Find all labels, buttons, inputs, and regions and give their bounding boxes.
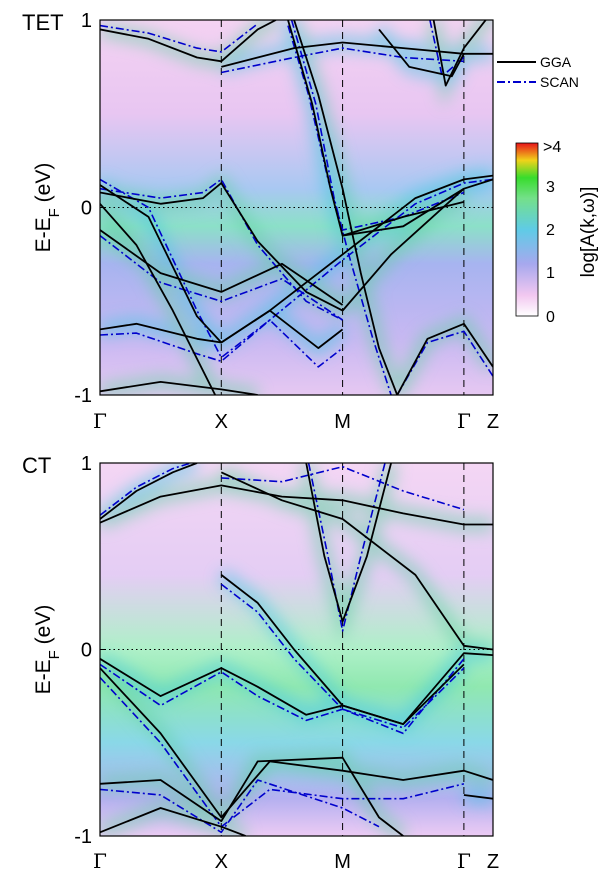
gga-band-line	[100, 381, 258, 395]
gga-band-line	[100, 807, 246, 836]
y-axis-label: E-EF (eV)	[32, 605, 63, 695]
scan-band-line	[290, 20, 392, 395]
kpoint-label: Γ	[93, 409, 107, 433]
y-tick-label: 1	[81, 453, 92, 475]
scan-band-line	[221, 465, 465, 511]
band-lines	[100, 20, 493, 395]
y-tick-label: 0	[81, 640, 92, 662]
scan-band-line	[100, 463, 192, 516]
gga-band-line	[342, 201, 465, 237]
scan-band-line	[100, 178, 343, 321]
kpoint-label: X	[215, 851, 228, 871]
kpoint-label: Γ	[93, 849, 107, 871]
scan-band-line	[221, 47, 464, 74]
y-tick-label: 0	[81, 198, 92, 220]
colorbar-title: log[A(k,ω)]	[578, 187, 599, 278]
scan-band-line	[100, 234, 344, 321]
colorbar-tick-4: >4	[543, 139, 561, 156]
colorbar-gradient	[515, 142, 539, 317]
kpoint-label: Γ	[457, 849, 471, 871]
gga-band-line	[221, 41, 493, 68]
gga-band-line	[341, 188, 465, 312]
scan-band-line	[100, 178, 493, 359]
legend: GGA SCAN	[497, 54, 579, 90]
gga-band-line	[100, 182, 344, 312]
gga-band-line	[100, 756, 404, 836]
gga-band-line	[293, 20, 399, 395]
colorbar-tick-0: 0	[546, 309, 555, 326]
gga-band-line	[100, 229, 344, 306]
gga-band-line	[305, 463, 392, 623]
colorbar-tick-1: 1	[546, 265, 555, 282]
kpoint-label: Z	[487, 411, 499, 433]
gga-band-line	[100, 309, 344, 349]
gga-band-line	[396, 322, 493, 395]
gga-band-line	[100, 652, 493, 725]
gga-band-line	[100, 463, 198, 520]
gga-band-line	[378, 28, 465, 78]
y-tick-label: -1	[74, 385, 92, 407]
gga-band-line	[463, 794, 493, 800]
y-axis-label: E-EF (eV)	[32, 163, 63, 253]
gga-band-line	[220, 574, 465, 725]
gga-band-line	[100, 667, 493, 819]
colorbar-tick-2: 2	[546, 222, 555, 239]
colorbar: 0 1 2 3 >4 log[A(k,ω)]	[515, 139, 599, 326]
scan-band-line	[307, 463, 386, 632]
colorbar-tick-3: 3	[546, 179, 555, 196]
band-lines	[100, 463, 493, 836]
gga-band-line	[100, 203, 217, 395]
kpoint-label: Z	[487, 851, 499, 871]
scan-band-line	[220, 583, 465, 729]
gga-band-line	[432, 20, 487, 87]
y-tick-label: -1	[74, 826, 92, 848]
kpoint-label: M	[334, 851, 351, 871]
scan-band-line	[100, 676, 465, 828]
scan-band-line	[100, 779, 380, 834]
legend-label-gga: GGA	[540, 54, 572, 70]
scan-band-line	[100, 319, 344, 368]
kpoint-label: M	[334, 411, 351, 433]
scan-band-line	[100, 23, 259, 53]
scan-band-line	[100, 658, 465, 735]
gga-band-line	[100, 20, 277, 63]
kpoint-label: Γ	[457, 409, 471, 433]
panel-label: CT	[22, 453, 51, 478]
kpoint-label: X	[215, 411, 228, 433]
gga-band-line	[220, 471, 493, 651]
y-tick-label: 1	[81, 10, 92, 32]
legend-label-scan: SCAN	[540, 74, 579, 90]
scan-band-line	[287, 25, 465, 231]
panel-label: TET	[22, 10, 64, 35]
